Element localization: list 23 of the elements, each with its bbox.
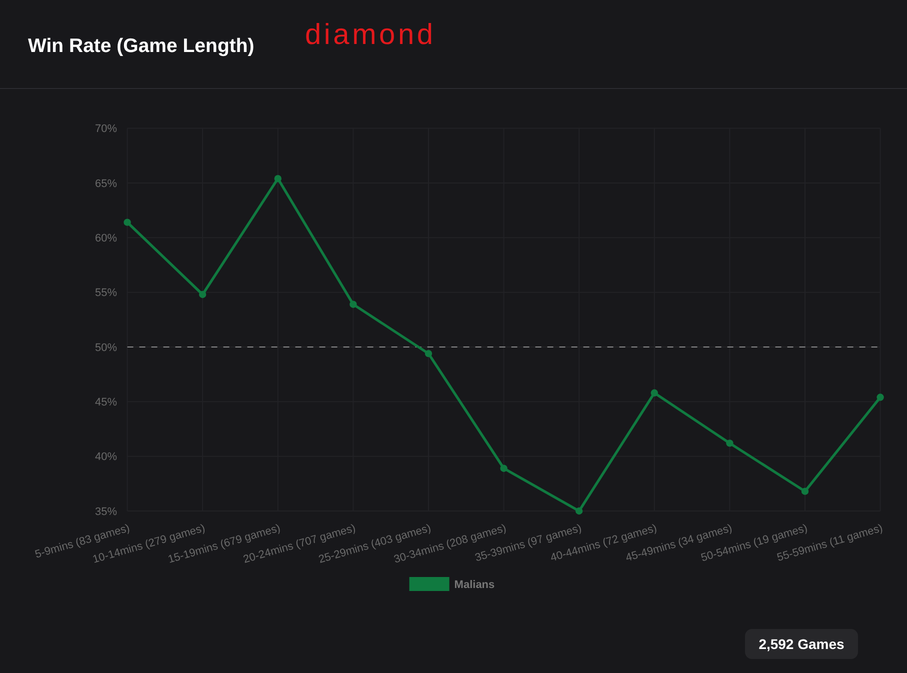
y-tick-label: 45% (94, 396, 118, 409)
point (576, 507, 583, 515)
chart-title: Win Rate (Game Length) (28, 35, 254, 57)
y-tick-label: 50% (94, 342, 118, 354)
point (650, 389, 658, 397)
text: diamond (305, 19, 433, 51)
point (350, 300, 357, 308)
y-tick-label: 70% (94, 123, 118, 136)
point (876, 394, 884, 401)
point (726, 440, 734, 447)
y-tick-label: 65% (94, 178, 118, 190)
point (801, 488, 809, 495)
point (199, 290, 206, 298)
text: 2,592 Games (758, 636, 845, 652)
y-tick-label: 40% (94, 451, 118, 464)
point (424, 350, 432, 358)
legend-label: Malians (454, 578, 495, 591)
y-tick-label: 60% (94, 232, 118, 244)
y-tick-label: 55% (94, 287, 118, 300)
y-tick-label: 35% (94, 506, 118, 518)
point (274, 175, 282, 182)
point (124, 218, 131, 226)
point (500, 464, 508, 472)
